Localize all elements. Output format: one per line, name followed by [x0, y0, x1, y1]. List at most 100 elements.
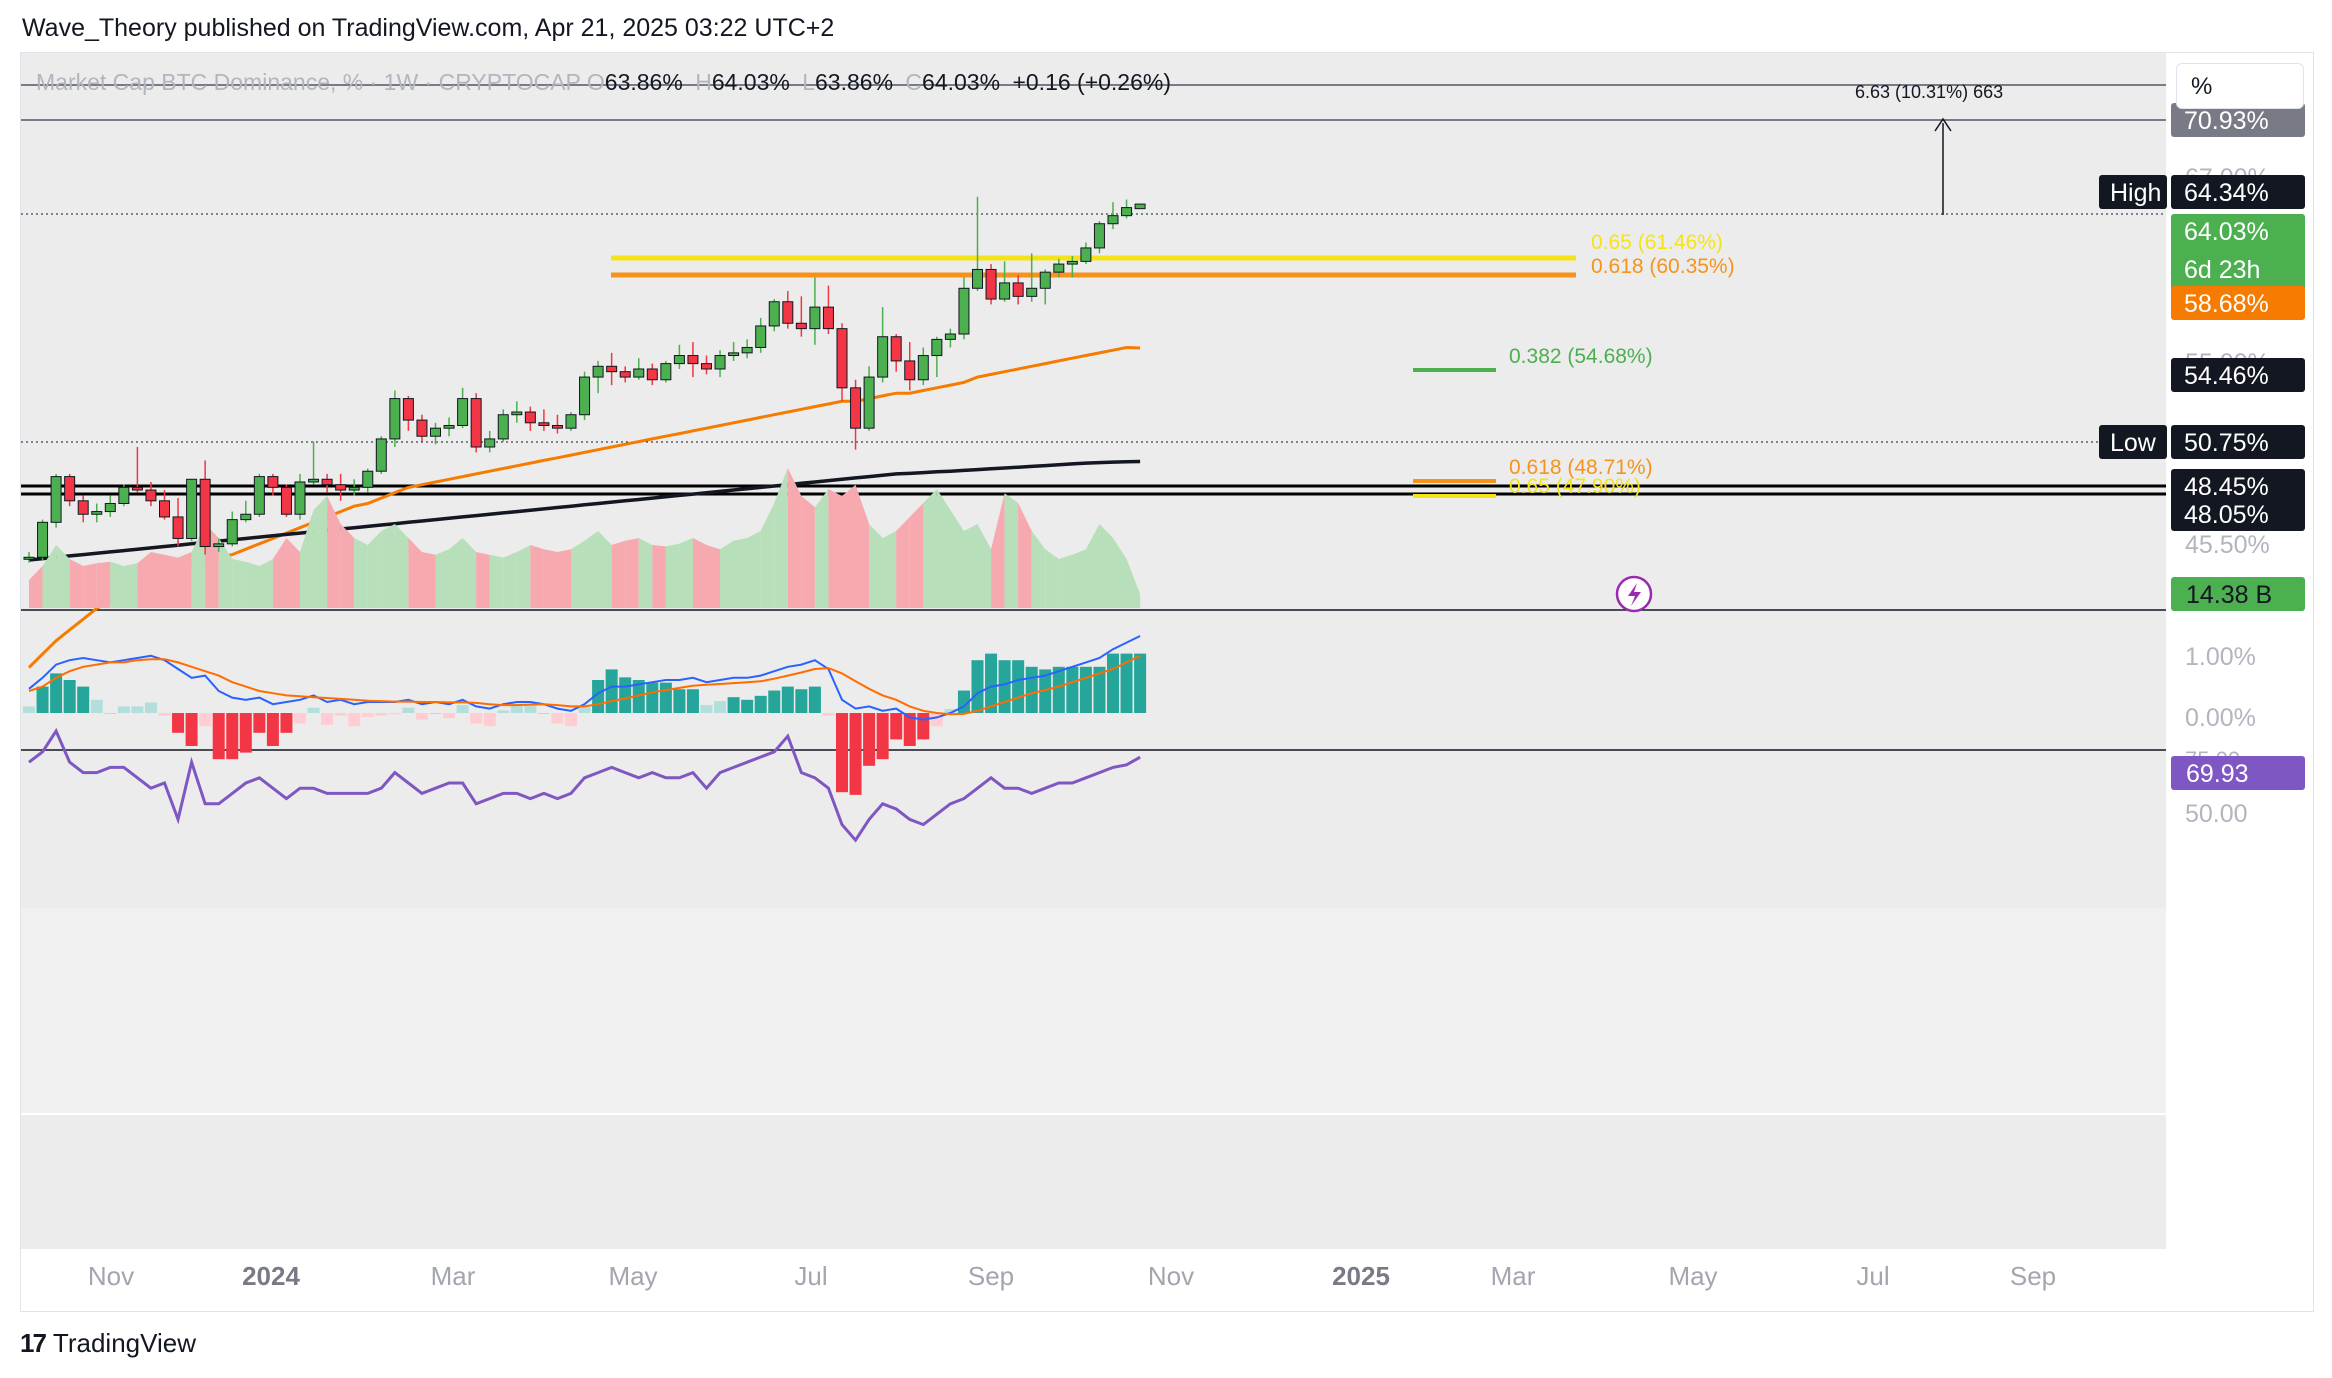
legend-high: 64.03%	[711, 69, 790, 95]
legend-open: 63.86%	[604, 69, 683, 95]
volume-area-segment	[381, 524, 395, 608]
volume-area-segment	[774, 468, 788, 608]
volume-area-segment	[489, 554, 504, 608]
volume-area-segment	[69, 559, 84, 608]
candle-body	[1121, 207, 1133, 217]
volume-area-segment	[842, 484, 856, 608]
macd-signal-line	[28, 654, 1141, 716]
candle-body	[267, 476, 279, 488]
candle-body	[850, 387, 862, 429]
candle-body	[999, 282, 1011, 300]
candle-body	[348, 486, 360, 491]
candle-body	[321, 478, 333, 486]
price-badge	[2171, 286, 2305, 320]
volume-area-segment	[828, 489, 842, 608]
volume-area-segment	[96, 561, 111, 608]
macd-histogram-bar	[808, 686, 821, 713]
candle-body	[172, 516, 184, 539]
macd-histogram-bar	[1012, 660, 1025, 713]
candle-body	[118, 486, 130, 504]
volume-area-segment	[394, 524, 409, 608]
price-badge-value: 48.45%	[2184, 473, 2269, 501]
candle-body	[673, 355, 685, 365]
candle-body	[809, 306, 821, 330]
candle-body	[37, 521, 49, 558]
volume-area-segment	[286, 538, 300, 608]
price-badge-countdown: 6d 23h	[2184, 256, 2260, 284]
candle-body	[606, 365, 618, 373]
volume-area-segment	[1085, 524, 1100, 608]
candle-body	[755, 325, 767, 348]
volume-area-segment	[1126, 559, 1141, 608]
macd-histogram-bar	[104, 713, 117, 714]
measure-arrowhead	[1934, 117, 1952, 132]
candle-body	[660, 363, 672, 381]
candle-body	[1134, 203, 1146, 210]
candle-body	[402, 398, 414, 421]
volume-badge-value: 14.38 B	[2186, 581, 2272, 609]
macd-histogram-bar	[36, 686, 49, 713]
rsi-badge	[2171, 756, 2305, 790]
volume-area-segment	[516, 545, 531, 608]
candle-body	[362, 470, 374, 488]
macd-histogram-bar	[348, 713, 361, 727]
volume-area-segment	[1031, 531, 1046, 608]
x-axis-label: 2025	[1332, 1261, 1390, 1291]
macd-histogram-bar	[1039, 669, 1052, 713]
macd-histogram-bar	[741, 699, 754, 713]
macd-histogram-bar	[1052, 666, 1065, 713]
macd-histogram-bar	[849, 713, 862, 795]
macd-histogram-bar	[1134, 653, 1147, 713]
candle-body	[877, 336, 889, 378]
candle-body	[186, 478, 198, 539]
macd-pane[interactable]	[21, 908, 2166, 1113]
volume-area-segment	[245, 561, 260, 608]
macd-histogram-bar	[307, 707, 320, 713]
macd-histogram-bar	[321, 713, 334, 725]
y-axis-label: 45.50%	[2185, 531, 2270, 559]
legend-high-label: H	[695, 69, 712, 95]
candle-body	[1107, 215, 1119, 225]
volume-badge	[2171, 577, 2305, 611]
candle-body	[551, 424, 563, 429]
macd-histogram-bar	[524, 705, 537, 713]
candle-body	[240, 513, 252, 521]
candle-body	[822, 306, 834, 330]
legend-close: 64.03%	[922, 69, 1001, 95]
macd-histogram-bar	[1120, 653, 1133, 713]
macd-histogram-bar	[23, 706, 35, 713]
macd-histogram-bar	[659, 682, 672, 713]
price-pane[interactable]	[21, 53, 2166, 908]
macd-histogram-bar	[117, 706, 130, 713]
macd-histogram-bar	[646, 682, 659, 713]
candle-body	[633, 368, 645, 378]
candle-body	[944, 333, 956, 340]
volume-area-segment	[787, 468, 802, 608]
volume-area-segment	[1058, 554, 1073, 608]
chart-canvas[interactable]: 6.63 (10.31%) 663 0.65 (61.46%)0.618 (60.…	[21, 53, 2313, 1311]
candle-body	[863, 376, 875, 429]
price-badge-value: 54.46%	[2184, 362, 2269, 390]
percent-scale-button[interactable]: %	[2176, 63, 2304, 109]
rsi-pane[interactable]	[21, 1115, 2166, 1249]
candle-body	[294, 481, 306, 515]
macd-histogram-bar	[90, 699, 103, 713]
candle-body	[917, 355, 929, 381]
volume-area-segment	[232, 559, 246, 608]
candle-body	[50, 476, 62, 523]
macd-histogram-bar	[456, 705, 469, 713]
macd-histogram-bar	[50, 673, 63, 713]
macd-histogram-bar	[578, 706, 591, 713]
price-badge-value: 58.68%	[2184, 290, 2269, 318]
candle-body	[646, 368, 658, 381]
volume-area-segment	[665, 543, 680, 608]
volume-area-segment	[164, 554, 179, 608]
chart-frame[interactable]: 6.63 (10.31%) 663 0.65 (61.46%) 0.618 (60.…	[20, 52, 2314, 1312]
volume-area-segment	[340, 524, 355, 608]
macd-histogram-bar	[402, 707, 415, 713]
volume-area-segment	[367, 531, 382, 608]
candle-body	[457, 398, 469, 426]
volume-area-segment	[150, 552, 165, 608]
macd-histogram-bar	[781, 686, 794, 713]
tradingview-logo[interactable]: 17 TradingView	[20, 1328, 196, 1359]
